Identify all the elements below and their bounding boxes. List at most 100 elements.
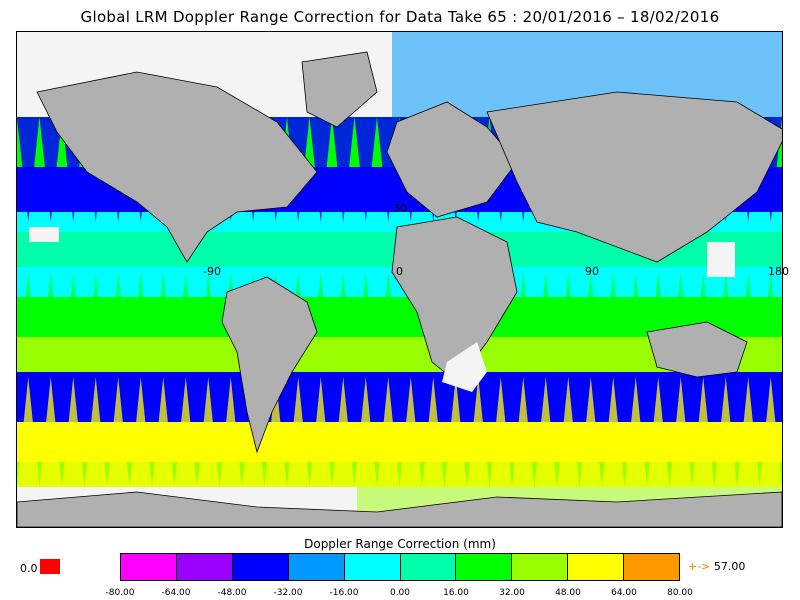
colorbar-swatch: [344, 554, 401, 580]
lat-label-30: 30: [393, 202, 407, 215]
swath-pass: [629, 272, 643, 337]
swath-pass: [579, 377, 602, 487]
swath-pass: [534, 377, 557, 487]
colorbar-tick: 80.00: [667, 588, 693, 598]
land-mass: [646, 321, 748, 378]
swath-band: [17, 372, 782, 422]
swath-pass: [66, 272, 80, 337]
swath-pass: [651, 272, 665, 337]
colorbar-tick: 48.00: [555, 588, 581, 598]
land-mass: [486, 91, 782, 263]
swath-pass: [89, 272, 103, 337]
swath-pass: [647, 377, 670, 487]
swath-pass: [156, 272, 170, 337]
swath-pass: [741, 272, 755, 337]
colorbar-swatch: [232, 554, 289, 580]
swath-pass: [719, 272, 733, 337]
swath-pass: [759, 377, 782, 487]
swath-pass: [692, 377, 715, 487]
swath-pass: [264, 377, 287, 487]
lon-label-90: 90: [585, 265, 599, 278]
swath-pass: [669, 377, 692, 487]
colorbar-swatch: [568, 554, 625, 580]
underflow-value: 0.0: [20, 562, 38, 575]
swath-pass: [737, 377, 760, 487]
colorbar-tick: -48.00: [217, 588, 247, 598]
swath-pass: [561, 272, 575, 337]
overflow-indicator: +-> 57.00: [688, 560, 745, 573]
colorbar-title: Doppler Range Correction (mm): [304, 537, 496, 551]
colorbar-tick: -32.00: [273, 588, 303, 598]
swath-pass: [152, 377, 175, 487]
lon-label-0: 0: [396, 265, 403, 278]
colorbar-tick: 32.00: [499, 588, 525, 598]
swath-pass: [332, 377, 355, 487]
swath-pass: [354, 377, 377, 487]
swath-pass: [332, 117, 355, 222]
swath-pass: [21, 272, 35, 337]
swath-pass: [539, 272, 553, 337]
colorbar-swatch: [121, 554, 177, 580]
swath-pass: [467, 377, 490, 487]
land-mass: [301, 51, 378, 128]
swath-pass: [17, 117, 40, 222]
underflow-swatch: [40, 559, 60, 574]
swath-pass: [404, 272, 418, 337]
map-panel: [16, 31, 783, 528]
colorbar-swatch: [400, 554, 457, 580]
lon-label-minus-90: -90: [203, 265, 221, 278]
colorbar-swatch: [512, 554, 569, 580]
nodata-patch: [29, 227, 59, 242]
swath-pass: [624, 377, 647, 487]
swath-pass: [359, 272, 373, 337]
swath-pass: [422, 377, 445, 487]
swath-pass: [512, 377, 535, 487]
lon-label-180: 180: [768, 265, 789, 278]
swath-pass: [174, 377, 197, 487]
colorbar-swatch: [288, 554, 345, 580]
land-mass: [386, 101, 518, 218]
colorbar-swatch: [624, 554, 680, 580]
swath-pass: [714, 377, 737, 487]
swath-pass: [602, 377, 625, 487]
swath-pass: [84, 377, 107, 487]
land-mass: [36, 71, 318, 263]
land-mass: [221, 276, 318, 454]
swath-pass: [377, 377, 400, 487]
swath-pass: [399, 377, 422, 487]
colorbar-tick: -64.00: [161, 588, 191, 598]
colorbar-tick: -16.00: [329, 588, 359, 598]
colorbar-swatch: [456, 554, 513, 580]
swath-pass: [606, 272, 620, 337]
doppler-map: [17, 32, 782, 527]
swath-pass: [129, 377, 152, 487]
swath-pass: [557, 377, 580, 487]
swath-pass: [309, 117, 332, 222]
swath-pass: [516, 272, 530, 337]
colorbar-tick: -80.00: [105, 588, 135, 598]
land-mass: [17, 491, 782, 527]
swath-pass: [39, 377, 62, 487]
swath-pass: [309, 377, 332, 487]
colorbar-tick: 0.00: [389, 588, 411, 598]
colorbar: [120, 553, 680, 581]
swath-pass: [336, 272, 350, 337]
nodata-patch: [442, 342, 487, 392]
nodata-patch: [707, 242, 735, 277]
overflow-value: 57.00: [713, 560, 746, 573]
swath-pass: [44, 272, 58, 337]
swath-pass: [287, 377, 310, 487]
swath-pass: [584, 272, 598, 337]
swath-pass: [764, 272, 778, 337]
swath-pass: [674, 272, 688, 337]
swath-pass: [489, 377, 512, 487]
swath-pass: [197, 377, 220, 487]
swath-pass: [381, 272, 395, 337]
swath-pass: [62, 377, 85, 487]
map-title: Global LRM Doppler Range Correction for …: [80, 8, 720, 26]
swath-band: [17, 422, 782, 462]
swath-pass: [444, 377, 467, 487]
colorbar-tick: 16.00: [443, 588, 469, 598]
swath-pass: [111, 272, 125, 337]
colorbar-swatch: [176, 554, 233, 580]
